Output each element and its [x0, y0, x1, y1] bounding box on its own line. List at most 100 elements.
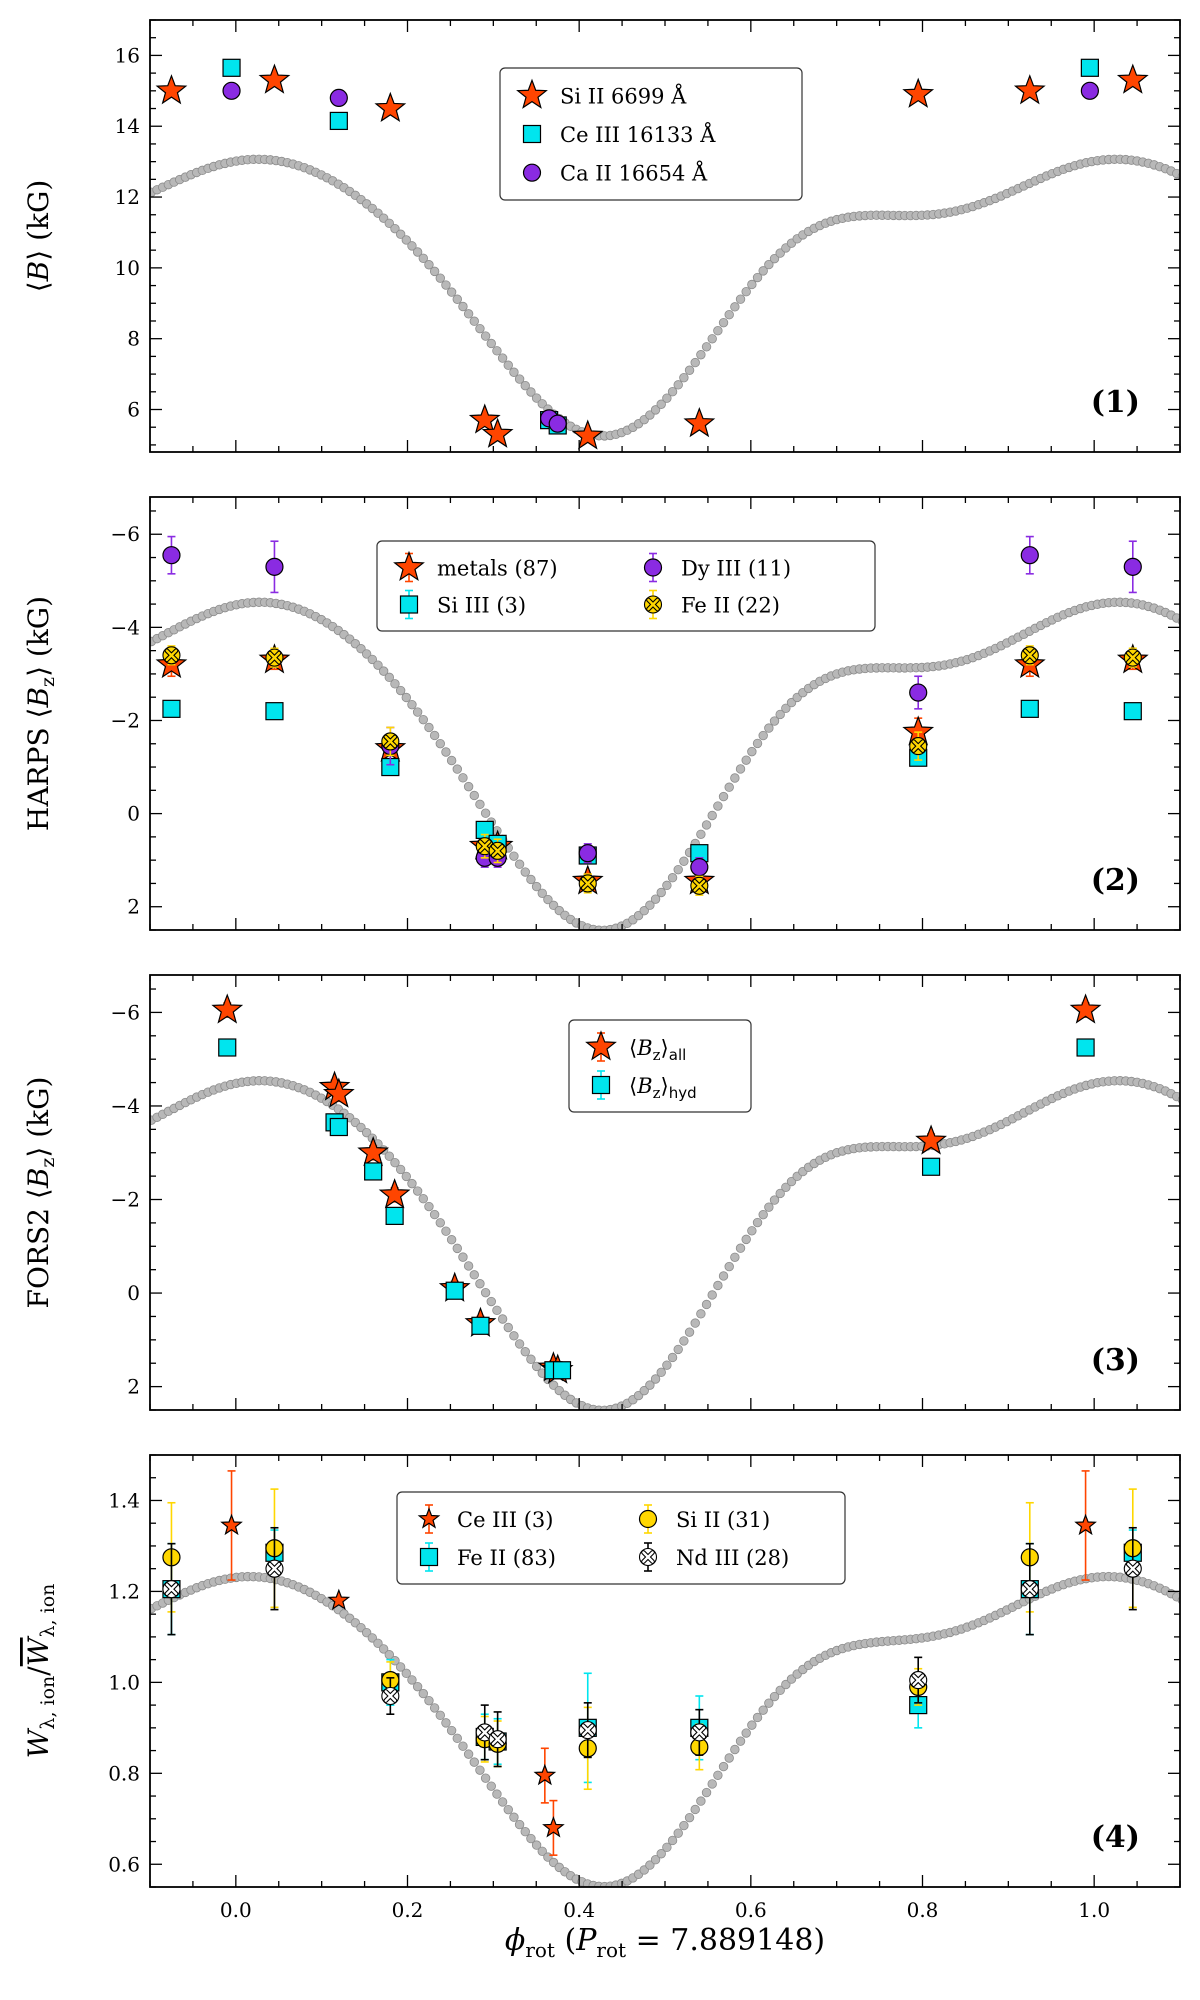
model-point — [747, 746, 757, 757]
legend-marker — [638, 1547, 658, 1567]
data-point — [909, 683, 928, 702]
model-point — [390, 679, 400, 689]
x-tick-label: 1.0 — [1078, 1898, 1110, 1922]
data-point — [552, 1361, 572, 1380]
model-point — [441, 280, 451, 290]
model-point — [441, 1226, 451, 1236]
model-point — [752, 1217, 763, 1228]
model-point — [367, 654, 378, 665]
model-point — [458, 773, 468, 783]
data-point — [327, 1588, 351, 1611]
model-point — [458, 1741, 468, 1751]
data-point — [162, 646, 181, 665]
model-point — [458, 301, 468, 312]
model-point — [446, 755, 457, 766]
model-point — [463, 1261, 474, 1271]
model-point — [412, 1186, 423, 1196]
legend-marker — [522, 163, 542, 182]
data-point — [329, 88, 348, 108]
data-point — [265, 648, 284, 667]
model-point — [429, 1209, 440, 1220]
data-point — [690, 858, 709, 877]
model-point — [758, 730, 768, 741]
model-point — [497, 1314, 508, 1324]
model-point — [429, 730, 440, 741]
y-tick-label: 2 — [127, 895, 140, 919]
model-point — [667, 386, 678, 397]
data-point — [1123, 702, 1142, 721]
model-point — [718, 791, 729, 802]
model-point — [407, 699, 417, 710]
model-point — [412, 247, 423, 257]
y-tick-label: 0 — [127, 802, 140, 826]
model-point — [537, 1846, 547, 1856]
data-point — [222, 58, 241, 77]
data-point — [162, 546, 181, 565]
y-axis-label: ⟨B⟩ (kG) — [22, 180, 55, 293]
model-point — [769, 1691, 780, 1702]
data-point — [218, 1038, 237, 1057]
legend-marker — [393, 550, 425, 582]
data-point — [488, 841, 507, 860]
model-point — [401, 1668, 411, 1679]
model-point — [758, 1705, 768, 1715]
model-point — [735, 764, 746, 774]
model-point — [701, 342, 712, 352]
legend-box — [376, 540, 876, 632]
model-point — [463, 1749, 474, 1759]
data-point — [374, 91, 407, 123]
model-curve — [150, 154, 1180, 441]
data-point — [1013, 74, 1046, 105]
model-point — [730, 1252, 740, 1263]
legend-item: Si III (3) — [399, 589, 526, 620]
model-point — [452, 1733, 462, 1744]
model-point — [378, 666, 389, 676]
model-point — [713, 1280, 723, 1291]
model-point — [497, 1797, 508, 1807]
model-point — [764, 259, 774, 270]
model-point — [469, 790, 479, 801]
model-point — [656, 399, 666, 409]
model-point — [446, 1725, 457, 1736]
model-point — [503, 1322, 513, 1333]
legend-label: Ce III 16133 Å — [560, 122, 716, 147]
model-point — [480, 808, 491, 818]
model-point — [543, 894, 553, 905]
model-point — [662, 880, 672, 891]
legend-item: Si II (31) — [638, 1504, 770, 1534]
legend-label: metals (87) — [437, 557, 558, 581]
model-point — [662, 1842, 672, 1853]
model-point — [730, 302, 740, 312]
model-point — [435, 1218, 445, 1228]
model-point — [452, 1243, 462, 1254]
model-point — [696, 1796, 706, 1806]
data-point — [381, 732, 400, 751]
data-point — [385, 1206, 404, 1225]
model-point — [520, 380, 530, 391]
model-point — [469, 316, 479, 326]
data-point — [533, 1763, 557, 1786]
x-tick-label: 0.8 — [907, 1898, 939, 1922]
model-point — [531, 881, 542, 892]
model-point — [509, 367, 519, 377]
y-tick-label: 1.4 — [108, 1488, 140, 1512]
data-point — [915, 1124, 947, 1155]
model-point — [492, 346, 502, 356]
model-point — [412, 1681, 423, 1692]
legend-box — [396, 1491, 846, 1585]
legend-label: Nd III (28) — [676, 1546, 789, 1570]
model-point — [435, 273, 445, 283]
data-point — [1020, 646, 1039, 665]
model-point — [424, 722, 434, 733]
model-point — [514, 374, 525, 384]
model-point — [741, 287, 751, 297]
legend-label: Ce III (3) — [457, 1508, 553, 1532]
data-point — [222, 81, 241, 100]
model-point — [679, 372, 689, 383]
x-tick-label: 0.4 — [563, 1898, 595, 1922]
model-point — [696, 1309, 706, 1319]
data-point — [1080, 81, 1099, 100]
series-2-2 — [162, 699, 1142, 865]
data-point — [381, 1686, 400, 1706]
series-4-4 — [162, 1526, 1142, 1768]
